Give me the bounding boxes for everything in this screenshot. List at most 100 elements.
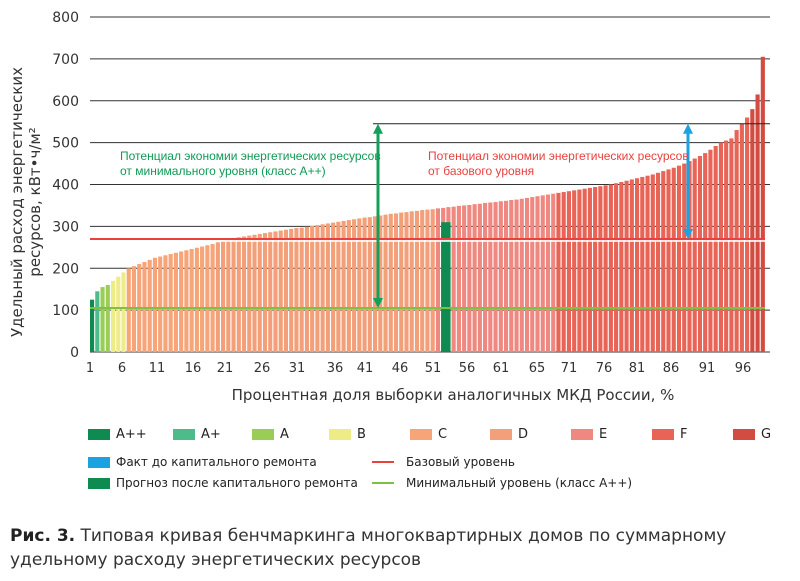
bar (325, 223, 330, 352)
bar (498, 201, 503, 352)
y-tick-label: 600 (52, 94, 79, 110)
bar (331, 222, 336, 352)
bar (210, 243, 215, 352)
bar (582, 188, 587, 352)
bar (252, 234, 257, 352)
bar (477, 203, 482, 352)
legend-swatch (88, 477, 110, 489)
bar (388, 213, 393, 352)
bar (194, 247, 199, 352)
bar (724, 140, 729, 352)
base-level-halo (90, 238, 765, 242)
bar (530, 197, 535, 352)
legend-class-e: E (571, 427, 607, 442)
y-tick-label: 300 (52, 219, 79, 235)
x-tick-label: 41 (357, 361, 374, 376)
bar (304, 226, 309, 352)
bar (205, 245, 210, 352)
y-tick-label: 800 (52, 10, 79, 26)
y-tick-labels: 0 100 200 300 400 500 600 700 800 (52, 10, 79, 361)
arrow-min-head-down (373, 298, 383, 309)
legend-label: С (438, 427, 448, 442)
bar (430, 209, 435, 352)
legend-label: E (599, 427, 608, 442)
bar (152, 257, 158, 352)
legend-class-g: G (733, 427, 771, 442)
legend-label: Базовый уровень (406, 455, 515, 469)
bar (451, 206, 456, 352)
x-tick-label: 96 (735, 361, 752, 376)
level-lines (90, 123, 770, 310)
bar (435, 208, 440, 352)
y-tick-label: 100 (52, 303, 79, 319)
bar (299, 227, 304, 352)
bar (341, 220, 346, 352)
x-axis-label: Процентная доля выборки аналогичных МКД … (232, 386, 675, 404)
bar (666, 169, 671, 352)
bar (414, 210, 420, 352)
bar (357, 218, 362, 352)
bar (524, 197, 530, 352)
bar (572, 190, 577, 352)
legend-swatch (410, 429, 432, 440)
legend-class-b: В (329, 427, 366, 442)
arrow-min-head-up (373, 123, 383, 134)
bar (519, 198, 524, 352)
bar (420, 210, 425, 352)
bar (409, 211, 414, 352)
legend-class-ap: А+ (173, 427, 221, 442)
bar (221, 241, 226, 352)
bar (226, 239, 231, 352)
bar (231, 238, 236, 352)
bar (467, 205, 472, 352)
annotation-red-line2: от базового уровня (428, 164, 534, 178)
bar (262, 233, 268, 352)
bar (503, 200, 509, 352)
bar (703, 153, 708, 352)
bar (713, 145, 718, 352)
bar (278, 230, 283, 352)
bar (147, 259, 152, 353)
bar (310, 225, 315, 352)
bar (577, 189, 582, 352)
legend-forecast-after: Прогноз после капитального ремонта (88, 476, 358, 490)
bar (352, 219, 357, 352)
bar (142, 261, 147, 352)
bar (566, 191, 572, 352)
y-tick-label: 500 (52, 136, 79, 152)
x-tick-label: 76 (596, 361, 613, 376)
bar-forecast-app (441, 222, 451, 352)
bar (425, 209, 430, 353)
legend-label: Факт до капитального ремонта (116, 455, 317, 469)
bar (346, 220, 351, 352)
legend-class-app: А++ (88, 427, 147, 442)
bar (535, 196, 540, 352)
bar (294, 228, 299, 352)
x-tick-label: 46 (392, 361, 409, 376)
bar (100, 287, 105, 352)
bars (90, 56, 765, 353)
legend-swatch (173, 429, 195, 440)
bar (655, 172, 661, 352)
x-tick-label: 6 (118, 361, 126, 376)
bar (367, 217, 372, 352)
bar (556, 192, 561, 353)
legend-base-level: Базовый уровень (372, 455, 515, 469)
x-tick-label: 51 (425, 361, 442, 376)
bar (163, 255, 168, 352)
bar (184, 250, 189, 352)
bar (692, 158, 697, 352)
arrow-base-head-up (683, 123, 693, 134)
bar (640, 176, 645, 352)
bar (509, 199, 514, 352)
legend-label: А (280, 427, 289, 442)
legend-label: А+ (201, 427, 221, 442)
bar (372, 216, 378, 352)
bar (116, 276, 121, 353)
bar (273, 231, 278, 352)
bar (462, 205, 467, 352)
legend-swatch (571, 429, 593, 440)
bar (404, 212, 409, 352)
annotation-red-line1: Потенциал экономии энергетических ресурс… (428, 149, 689, 163)
